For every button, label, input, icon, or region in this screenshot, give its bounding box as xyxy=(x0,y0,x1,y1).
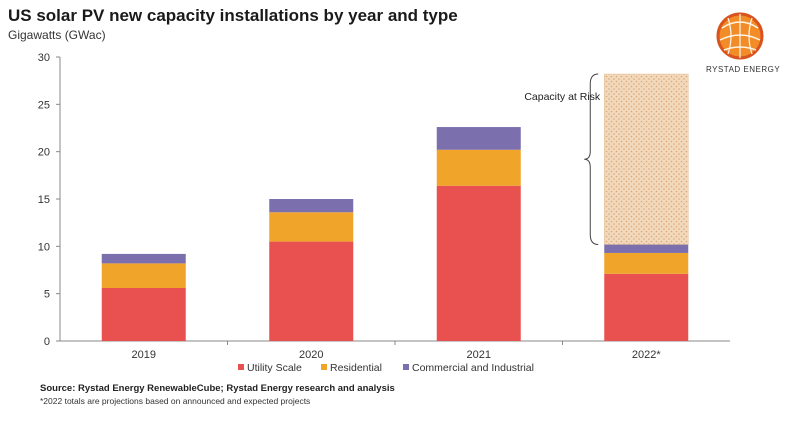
y-tick-label: 20 xyxy=(38,147,50,159)
bar-residential-2022 xyxy=(604,252,689,274)
legend-swatch xyxy=(238,364,244,370)
chart-title: US solar PV new capacity installations b… xyxy=(8,6,458,25)
bar-utility-scale-2019 xyxy=(101,287,186,341)
legend-label: Residential xyxy=(330,362,382,374)
rystad-logo-icon xyxy=(716,12,764,60)
x-tick-label: 2019 xyxy=(132,349,156,361)
y-tick-label: 30 xyxy=(38,52,50,64)
logo-text: RYSTAD ENERGY xyxy=(706,65,781,74)
bar-commercial-and-industrial-2019 xyxy=(101,253,186,264)
bar-commercial-and-industrial-2020 xyxy=(269,199,354,213)
risk-brace xyxy=(584,73,599,245)
bar-utility-scale-2022 xyxy=(604,273,689,341)
x-tick-label: 2021 xyxy=(467,349,491,361)
x-tick-label: 2022* xyxy=(632,349,661,361)
bar-residential-2019 xyxy=(101,263,186,288)
legend-swatch xyxy=(321,364,327,370)
capacity-at-risk-label: Capacity at Risk xyxy=(524,91,601,103)
bar-residential-2020 xyxy=(269,212,354,242)
y-tick-label: 15 xyxy=(38,194,50,206)
bar-utility-scale-2020 xyxy=(269,241,354,341)
bar-utility-scale-2021 xyxy=(436,185,521,341)
y-tick-label: 5 xyxy=(44,289,50,301)
x-tick-label: 2020 xyxy=(299,349,323,361)
bar-commercial-and-industrial-2021 xyxy=(436,127,521,150)
footnote-text: *2022 totals are projections based on an… xyxy=(40,396,311,406)
source-text: Source: Rystad Energy RenewableCube; Rys… xyxy=(40,383,395,394)
legend-swatch xyxy=(403,364,409,370)
y-tick-label: 0 xyxy=(44,336,50,348)
y-tick-label: 10 xyxy=(38,241,50,253)
bar-commercial-and-industrial-2022 xyxy=(604,244,689,253)
legend-label: Utility Scale xyxy=(247,362,302,374)
chart-subtitle: Gigawatts (GWac) xyxy=(8,28,106,42)
chart-legend: Utility Scale Residential Commercial and I… xyxy=(238,362,534,374)
y-tick-label: 25 xyxy=(38,99,50,111)
chart-bars: Capacity at Risk xyxy=(101,73,689,341)
legend-label: Commercial and Industrial xyxy=(412,362,534,374)
bar-residential-2021 xyxy=(436,149,521,186)
capacity-at-risk-area xyxy=(604,73,689,245)
